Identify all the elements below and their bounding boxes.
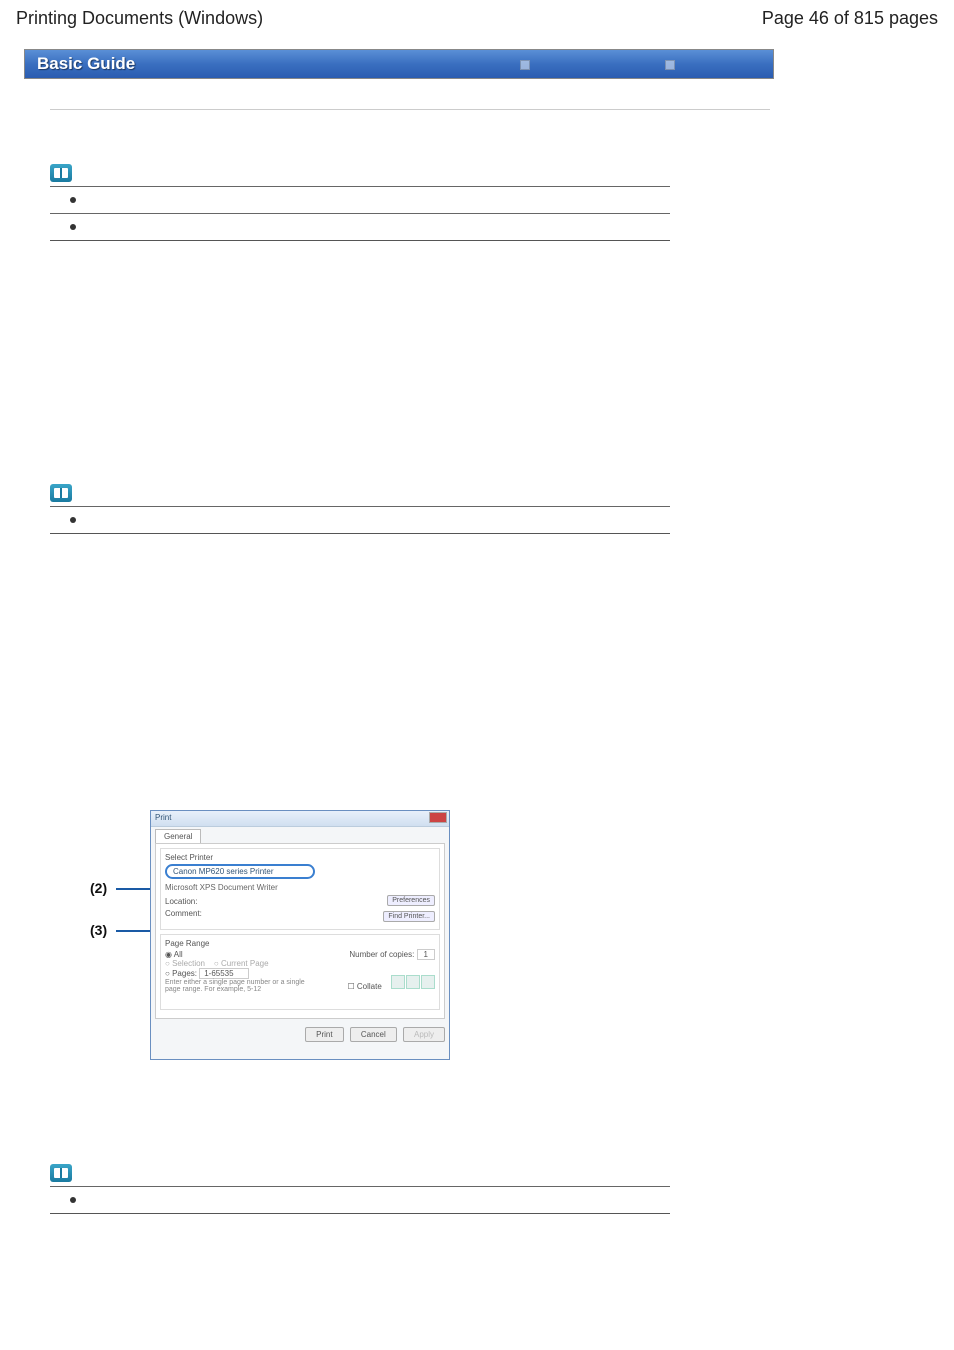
copies-label: Number of copies: [349,950,414,959]
bullet-icon [70,517,76,523]
select-printer-group: Select Printer Canon MP620 series Printe… [160,848,440,930]
page-range-group: Page Range ◉ All ○ Selection ○ Current P… [160,934,440,1010]
printer-item[interactable]: Microsoft XPS Document Writer [165,883,435,892]
dialog-title-text: Print [155,813,171,822]
collate-label: Collate [357,982,382,991]
radio-current-page: ○ [214,959,219,968]
radio-all[interactable]: ◉ [165,950,172,959]
pages-hint: Enter either a single page number or a s… [165,979,305,993]
print-dialog: Print General Select Printer Canon MP620… [150,810,450,1060]
comment-label: Comment: [165,909,202,918]
close-icon[interactable] [429,812,447,823]
cancel-button[interactable]: Cancel [350,1027,397,1042]
note-icon [50,484,72,502]
radio-pages[interactable]: ○ [165,969,170,978]
pages-input[interactable]: 1-65535 [199,968,249,979]
print-button[interactable]: Print [305,1027,343,1042]
bullet-icon [70,224,76,230]
note-bullet-row [50,214,670,241]
note-header-row [50,160,670,187]
collate-checkbox[interactable]: ☐ [347,982,354,991]
collate-icon [390,975,435,991]
bullet-icon [70,197,76,203]
note-icon [50,1164,72,1182]
bullet-icon [70,1197,76,1203]
dialog-titlebar: Print [151,811,449,827]
radio-selection: ○ [165,959,170,968]
all-label: All [174,950,183,959]
callout-2-label: (2) [90,880,107,896]
dialog-button-row: Print Cancel Apply [151,1023,449,1046]
note-header-row [50,480,670,507]
header-left: Printing Documents (Windows) [16,8,263,29]
banner-marker [665,60,675,70]
tab-general[interactable]: General [155,829,201,843]
find-printer-button[interactable]: Find Printer... [383,911,435,922]
banner-marker [520,60,530,70]
guide-banner: Basic Guide [24,49,774,79]
callout-3-label: (3) [90,922,107,938]
pages-label: Pages: [172,969,197,978]
dialog-panel: Select Printer Canon MP620 series Printe… [155,843,445,1019]
selected-printer[interactable]: Canon MP620 series Printer [165,864,315,879]
divider [50,109,770,110]
banner-title: Basic Guide [37,54,135,74]
current-page-label: Current Page [221,959,269,968]
copies-input[interactable]: 1 [417,949,435,960]
note-block-2 [0,480,954,534]
location-label: Location: [165,897,197,906]
note-bullet-row [50,187,670,214]
header-right: Page 46 of 815 pages [762,8,938,29]
preferences-button[interactable]: Preferences [387,895,435,906]
note-header-row [50,1160,670,1187]
page-range-label: Page Range [165,939,435,948]
selection-label: Selection [172,959,205,968]
note-bullet-row [50,1187,670,1214]
note-block-1 [0,160,954,241]
note-block-3 [0,1160,954,1214]
select-printer-label: Select Printer [165,853,435,862]
apply-button: Apply [403,1027,445,1042]
page-header: Printing Documents (Windows) Page 46 of … [0,0,954,37]
note-bullet-row [50,507,670,534]
note-icon [50,164,72,182]
